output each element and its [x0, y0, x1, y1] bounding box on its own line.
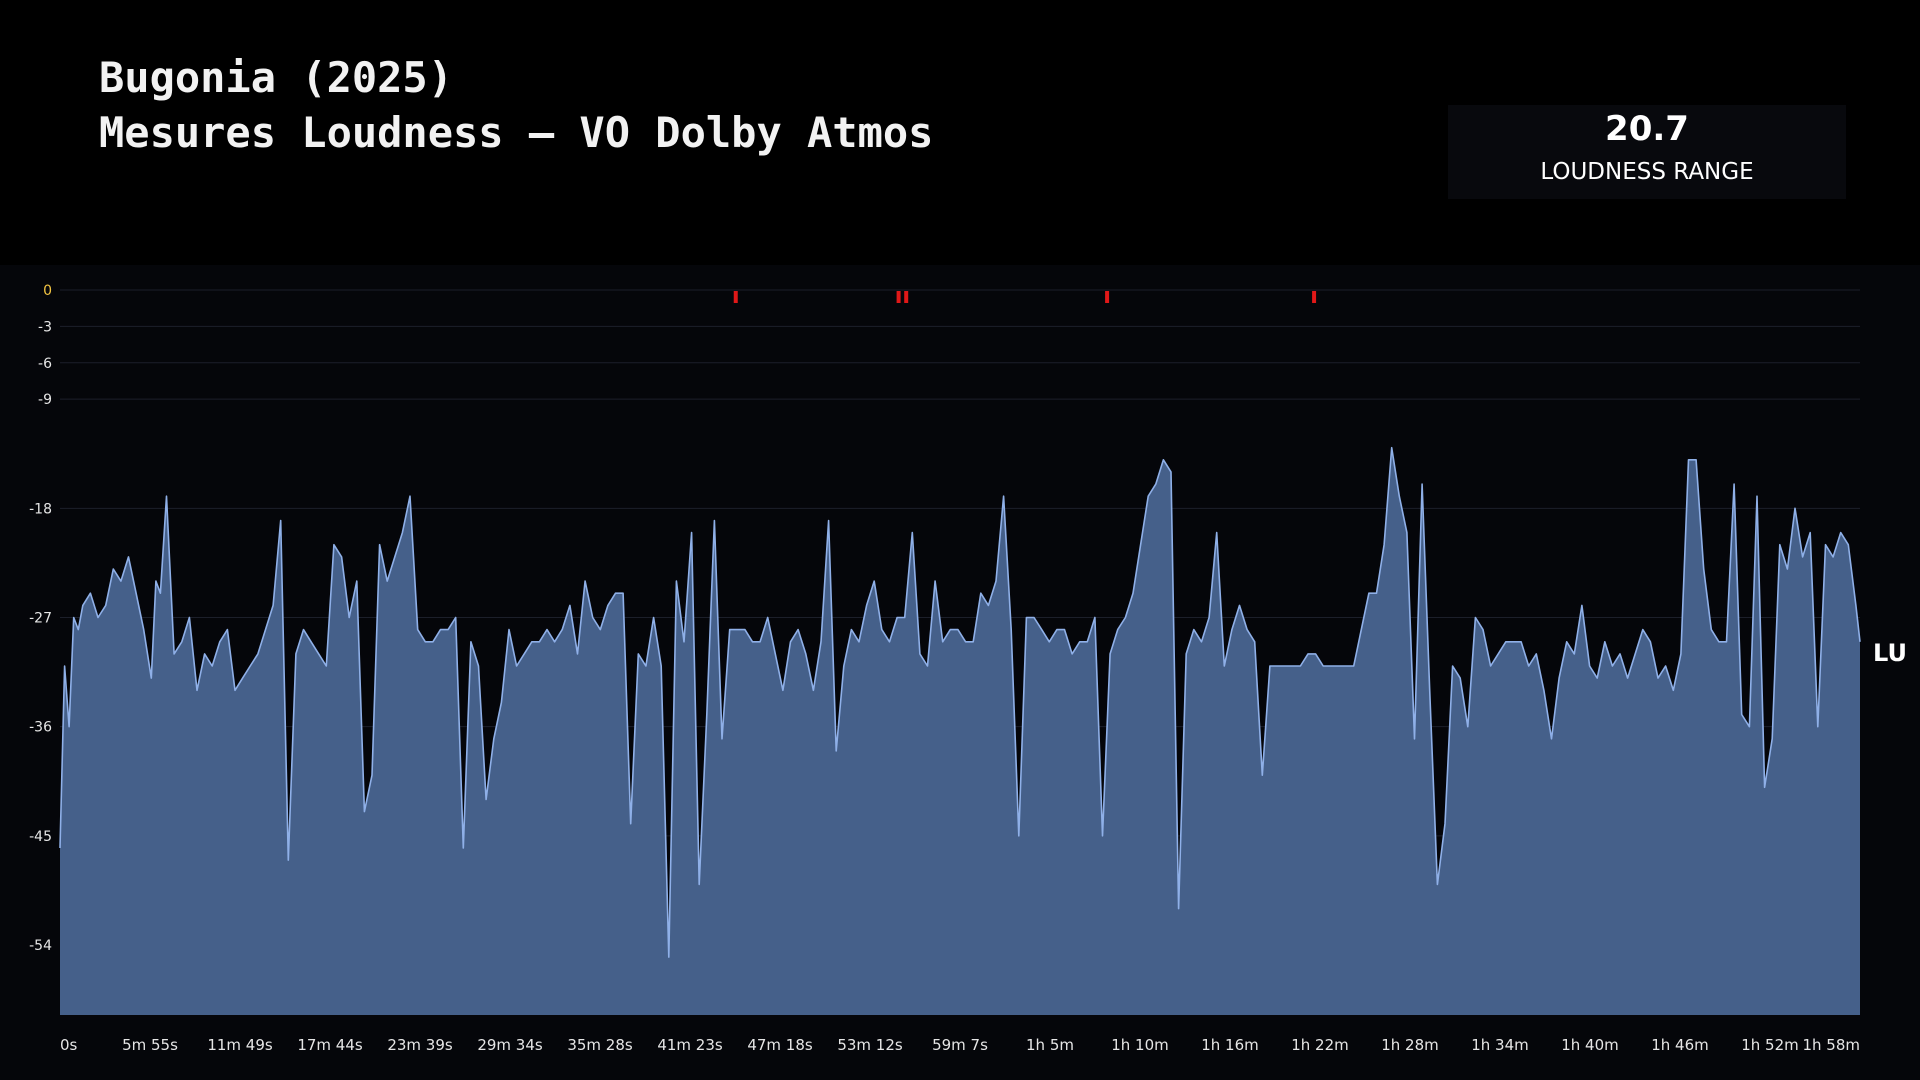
x-tick-label: 23m 39s — [387, 1036, 453, 1054]
x-tick-label: 59m 7s — [932, 1036, 988, 1054]
loudness-range-card: 20.7 LOUDNESS RANGE — [1448, 105, 1846, 199]
true-peak-marker — [1312, 291, 1317, 303]
y-tick-label: -18 — [29, 501, 52, 517]
true-peak-marker — [896, 291, 901, 303]
x-tick-label: 1h 10m — [1111, 1036, 1169, 1054]
x-tick-label: 1h 58m — [1802, 1036, 1860, 1054]
loudness-range-label: LOUDNESS RANGE — [1540, 159, 1754, 185]
loudness-chart: 0 -3 -6 -9 -18 -27 -36 -45 -54 0s 5m 55s 11m 49s 17m… — [29, 283, 1861, 1054]
x-tick-label: 1h 46m — [1651, 1036, 1709, 1054]
loudness-area — [60, 447, 1860, 1015]
title-line-1: Bugonia (2025) — [99, 53, 454, 102]
x-tick-label: 41m 23s — [657, 1036, 723, 1054]
chart-title: Bugonia (2025) Mesures Loudness – VO Dol… — [99, 50, 933, 160]
x-tick-label: 11m 49s — [207, 1036, 273, 1054]
x-tick-label: 35m 28s — [567, 1036, 633, 1054]
x-tick-label: 1h 28m — [1381, 1036, 1439, 1054]
x-tick-label: 1h 34m — [1471, 1036, 1529, 1054]
y-tick-label: -9 — [38, 392, 52, 408]
y-tick-label: -54 — [29, 938, 52, 954]
loudness-range-value: 20.7 — [1605, 109, 1689, 149]
y-tick-label: 0 — [43, 283, 52, 299]
y-tick-label: -3 — [38, 319, 52, 335]
y-tick-label: -6 — [38, 356, 52, 372]
x-tick-label: 1h 22m — [1291, 1036, 1349, 1054]
title-line-2: Mesures Loudness – VO Dolby Atmos — [99, 108, 934, 157]
x-tick-label: 53m 12s — [837, 1036, 903, 1054]
x-tick-label: 5m 55s — [122, 1036, 178, 1054]
true-peak-marker — [904, 291, 909, 303]
x-tick-label: 0s — [60, 1036, 78, 1054]
true-peak-marker — [733, 291, 738, 303]
x-tick-label: 29m 34s — [477, 1036, 543, 1054]
x-tick-label: 1h 52m — [1741, 1036, 1799, 1054]
y-tick-label: -27 — [29, 611, 52, 627]
x-tick-label: 1h 16m — [1201, 1036, 1259, 1054]
x-tick-label: 47m 18s — [747, 1036, 813, 1054]
loudness-line — [59, 446, 1861, 958]
x-tick-label: 1h 5m — [1026, 1036, 1074, 1054]
y-axis-unit-label: LU — [1873, 639, 1907, 667]
y-tick-label: -45 — [29, 829, 52, 845]
x-tick-label: 1h 40m — [1561, 1036, 1619, 1054]
true-peak-marker — [1105, 291, 1110, 303]
y-tick-label: -36 — [29, 720, 52, 736]
chart-panel: 0 -3 -6 -9 -18 -27 -36 -45 -54 0s 5m 55s 11m 49s 17m… — [0, 265, 1920, 1080]
x-tick-label: 17m 44s — [297, 1036, 363, 1054]
